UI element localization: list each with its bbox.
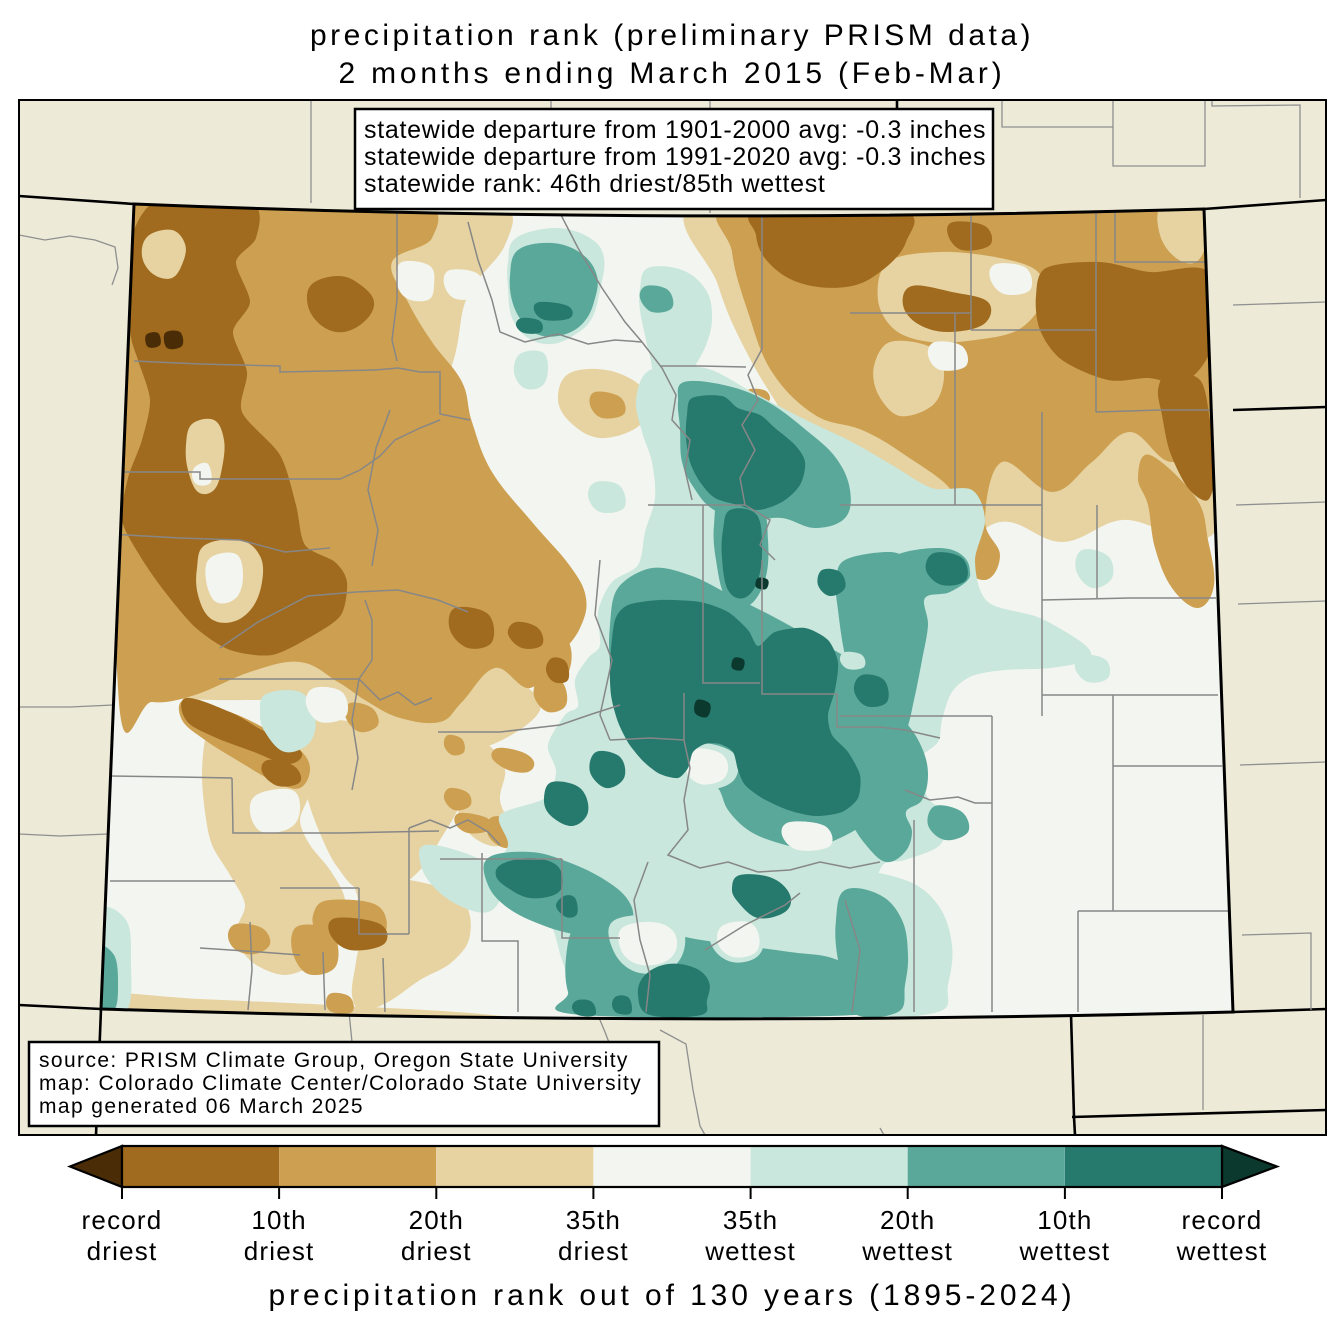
svg-text:2 months ending March 2015 (Fe: 2 months ending March 2015 (Feb-Mar)	[338, 57, 1005, 90]
svg-text:precipitation rank out of 130: precipitation rank out of 130 years (189…	[268, 1279, 1075, 1312]
svg-text:driest: driest	[244, 1236, 315, 1266]
svg-text:statewide departure from 1991-: statewide departure from 1991-2020 avg: …	[364, 143, 986, 171]
svg-text:20th: 20th	[409, 1205, 464, 1235]
svg-text:driest: driest	[87, 1236, 158, 1266]
svg-text:20th: 20th	[880, 1205, 935, 1235]
svg-text:35th: 35th	[723, 1205, 778, 1235]
svg-text:35th: 35th	[566, 1205, 621, 1235]
svg-text:record: record	[1182, 1205, 1263, 1235]
svg-text:statewide departure from 1901-: statewide departure from 1901-2000 avg: …	[364, 116, 986, 144]
svg-text:precipitation rank (preliminar: precipitation rank (preliminary PRISM da…	[310, 19, 1034, 52]
svg-text:wettest: wettest	[861, 1236, 953, 1266]
svg-text:driest: driest	[401, 1236, 472, 1266]
svg-text:map: Colorado Climate Center/C: map: Colorado Climate Center/Colorado St…	[39, 1072, 642, 1095]
svg-text:statewide rank: 46th driest/85: statewide rank: 46th driest/85th wettest	[364, 170, 826, 198]
svg-text:wettest: wettest	[1019, 1236, 1111, 1266]
svg-text:wettest: wettest	[704, 1236, 796, 1266]
svg-text:driest: driest	[558, 1236, 629, 1266]
svg-text:record: record	[82, 1205, 163, 1235]
svg-text:10th: 10th	[1037, 1205, 1092, 1235]
svg-text:source: PRISM Climate Group, O: source: PRISM Climate Group, Oregon Stat…	[39, 1049, 629, 1072]
svg-text:map generated 06 March 2025: map generated 06 March 2025	[39, 1095, 364, 1118]
svg-text:10th: 10th	[251, 1205, 306, 1235]
svg-text:wettest: wettest	[1176, 1236, 1268, 1266]
